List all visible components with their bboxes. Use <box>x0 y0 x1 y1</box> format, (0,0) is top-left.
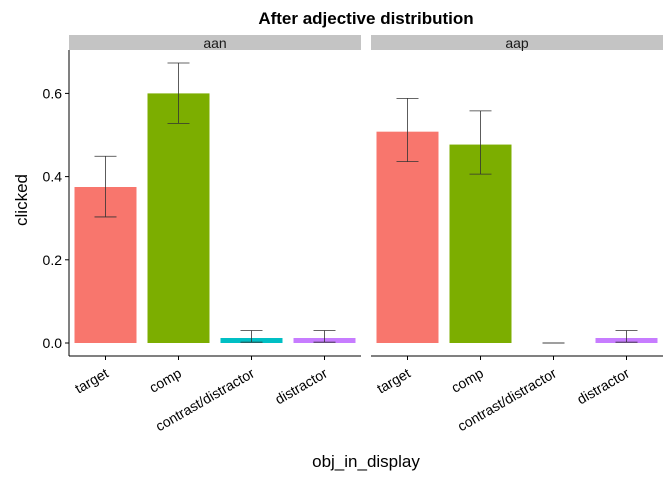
x-tick-label: target <box>374 365 413 397</box>
facet-strip <box>69 35 361 50</box>
x-tick-label: target <box>72 365 111 397</box>
x-tick-label: comp <box>146 365 184 396</box>
x-tick-label: distractor <box>574 365 632 408</box>
x-axis-title: obj_in_display <box>312 452 420 471</box>
bar-aap-target <box>376 131 439 343</box>
chart-title: After adjective distribution <box>258 9 473 28</box>
error-bar <box>313 330 336 343</box>
error-bar <box>240 330 263 343</box>
bar-aan-comp <box>147 93 210 344</box>
facet-strip <box>371 35 663 50</box>
x-tick-label: comp <box>448 365 486 396</box>
error-bar <box>94 155 117 218</box>
error-bar <box>469 110 492 175</box>
facet-strip-label: aan <box>203 35 226 51</box>
error-bar <box>396 97 419 163</box>
bar-aap-comp <box>449 144 512 343</box>
y-tick-label: 0.6 <box>43 85 63 101</box>
facet-strip-label: aap <box>505 35 529 51</box>
y-tick-label: 0.0 <box>43 335 63 351</box>
y-tick-label: 0.4 <box>43 169 63 185</box>
x-tick-label: distractor <box>272 365 330 408</box>
error-bar <box>615 330 638 343</box>
y-axis: 0.0 0.2 0.4 0.6 <box>43 50 70 356</box>
error-bar <box>167 62 190 124</box>
y-axis-title: clicked <box>12 174 31 226</box>
y-tick-label: 0.2 <box>43 252 63 268</box>
